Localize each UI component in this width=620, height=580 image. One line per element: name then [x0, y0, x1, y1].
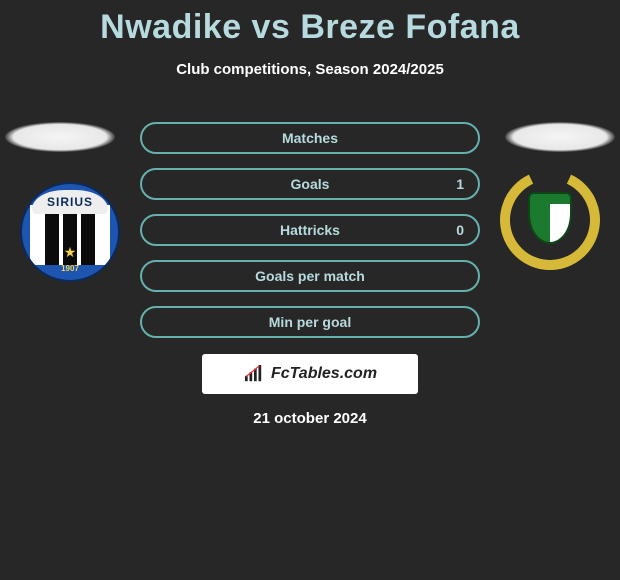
sirius-star-icon: ★	[22, 244, 118, 261]
stat-value-right: 0	[456, 222, 464, 238]
stat-row-goals: Goals 1	[140, 168, 480, 200]
crest-right	[500, 170, 600, 270]
stat-label: Matches	[282, 130, 338, 146]
stat-label: Hattricks	[280, 222, 340, 238]
sirius-year: 1907	[22, 264, 118, 273]
player-silhouette-right	[505, 122, 615, 152]
player-silhouette-left	[5, 122, 115, 152]
crest-left: SIRIUS ★ 1907	[20, 182, 120, 282]
branding-text: FcTables.com	[271, 365, 377, 383]
stat-row-matches: Matches	[140, 122, 480, 154]
stats-list: Matches Goals 1 Hattricks 0 Goals per ma…	[140, 122, 480, 338]
stat-row-goals-per-match: Goals per match	[140, 260, 480, 292]
sirius-crest-icon: SIRIUS ★ 1907	[20, 182, 120, 282]
stat-label: Goals	[291, 176, 330, 192]
footer-date: 21 october 2024	[0, 410, 620, 427]
stat-row-min-per-goal: Min per goal	[140, 306, 480, 338]
sirius-band-text: SIRIUS	[32, 190, 108, 214]
page-subtitle: Club competitions, Season 2024/2025	[0, 61, 620, 78]
stat-value-right: 1	[456, 176, 464, 192]
bars-icon	[243, 365, 265, 383]
branding-badge: FcTables.com	[202, 354, 418, 394]
stat-label: Min per goal	[269, 314, 351, 330]
laurel-crest-icon	[500, 170, 600, 270]
stat-label: Goals per match	[255, 268, 365, 284]
stat-row-hattricks: Hattricks 0	[140, 214, 480, 246]
page-title: Nwadike vs Breze Fofana	[0, 0, 620, 47]
